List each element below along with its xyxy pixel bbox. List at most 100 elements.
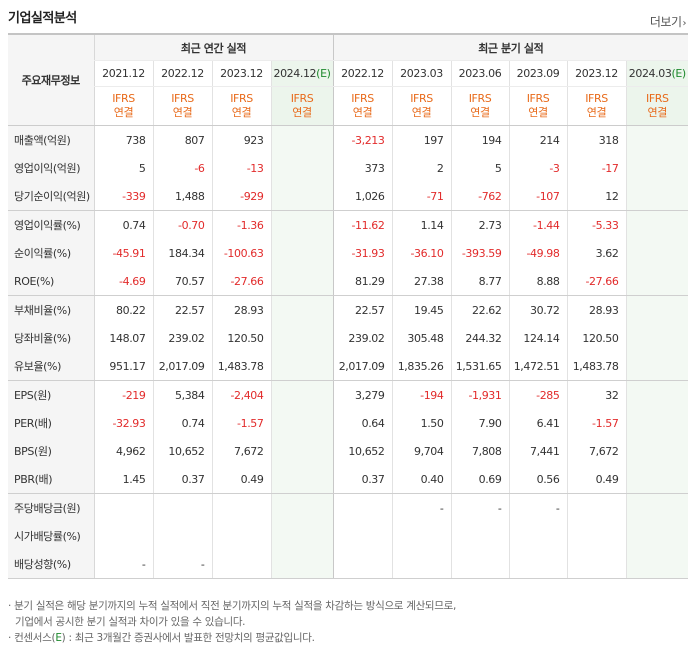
value-cell: 2 (391, 154, 451, 182)
value-cell: 9,704 (391, 437, 451, 465)
value-cell (450, 550, 509, 579)
value-cell (625, 324, 689, 352)
more-link[interactable]: 더보기› (650, 13, 687, 30)
value-cell: -3,213 (332, 125, 392, 154)
ifrs-label: IFRS (585, 92, 608, 105)
value-cell: -27.66 (566, 267, 626, 296)
value-cell: 0.69 (450, 465, 509, 494)
table-row: 순이익률(%) -45.91 184.34 -100.63 -31.93 -36.10 -3… (8, 239, 689, 267)
value-cell (211, 493, 271, 522)
value-cell: 124.14 (508, 324, 567, 352)
value-cell: 5 (450, 154, 509, 182)
value-cell: 2,017.09 (152, 352, 212, 381)
section-title: 기업실적분석 (8, 11, 77, 26)
period-label: 2023.06 (458, 67, 502, 80)
value-cell: -6 (152, 154, 212, 182)
annual-ifrs-2: IFRS 연결 (211, 86, 271, 126)
annual-period-3: 2024.12(E) (270, 60, 333, 87)
ifrs-label: IFRS (290, 92, 314, 105)
value-cell: 22.57 (332, 295, 392, 324)
value-cell (508, 550, 567, 579)
consolidated-label: 연결 (647, 106, 668, 119)
header-group-row: 주요재무정보 최근 연간 실적 최근 분기 실적 (8, 33, 689, 126)
quarter-period-0: 2022.12 (332, 60, 392, 87)
value-cell: -762 (450, 182, 509, 211)
value-cell: 19.45 (391, 295, 451, 324)
ifrs-label: IFRS (410, 92, 433, 105)
value-cell: 81.29 (332, 267, 392, 296)
value-cell (93, 493, 153, 522)
consolidated-label: 연결 (470, 106, 490, 119)
value-cell: 0.49 (211, 465, 271, 494)
consolidated-label: 연결 (411, 106, 432, 119)
value-cell: -1.57 (211, 409, 271, 437)
value-cell: 0.64 (332, 409, 392, 437)
value-cell: -1.36 (211, 210, 271, 239)
value-cell: 22.62 (450, 295, 509, 324)
table-row: 당기순이익(억원) -339 1,488 -929 1,026 -71 -762 -107 12 (8, 182, 689, 211)
value-cell: 120.50 (566, 324, 626, 352)
value-cell: 0.56 (508, 465, 567, 494)
value-cell: 0.49 (566, 465, 626, 494)
value-cell (625, 295, 689, 324)
chevron-right-icon: › (682, 18, 687, 29)
value-cell (566, 522, 626, 550)
table-row: 주당배당금(원) - - - (8, 493, 689, 522)
value-cell: 373 (332, 154, 392, 182)
row-label: 당좌비율(%) (8, 324, 94, 352)
consolidated-label: 연결 (113, 106, 134, 119)
value-cell (566, 493, 626, 522)
quarter-ifrs-0: IFRS 연결 (332, 86, 392, 126)
value-cell: -339 (93, 182, 153, 211)
table-row: 유보율(%) 951.17 2,017.09 1,483.78 2,017.09 1,83… (8, 352, 689, 381)
value-cell: 32 (566, 380, 626, 409)
table-body: 매출액(억원) 738 807 923 -3,213 197 194 214 318 영업이익(억… (8, 125, 689, 579)
value-cell: 5,384 (152, 380, 212, 409)
quarter-ifrs-5: IFRS 연결 (625, 86, 689, 126)
quarter-period-2: 2023.06 (450, 60, 509, 87)
value-cell (270, 267, 333, 296)
quarter-group-header: 최근 분기 실적 (332, 33, 689, 61)
value-cell: 197 (391, 125, 451, 154)
value-cell (270, 493, 333, 522)
value-cell: 214 (508, 125, 567, 154)
period-label: 2024.03 (628, 67, 672, 80)
row-label: 당기순이익(억원) (8, 182, 94, 211)
quarter-period-1: 2023.03 (391, 60, 451, 87)
value-cell (625, 239, 689, 267)
value-cell: 12 (566, 182, 626, 211)
quarter-ifrs-2: IFRS 연결 (450, 86, 509, 126)
value-cell: 318 (566, 125, 626, 154)
value-cell: -3 (508, 154, 567, 182)
annual-ifrs-0: IFRS 연결 (93, 86, 153, 126)
value-cell: - (391, 493, 451, 522)
annual-group-header: 최근 연간 실적 (93, 33, 333, 61)
value-cell: 923 (211, 125, 271, 154)
table-row: PER(배) -32.93 0.74 -1.57 0.64 1.50 7.90 6.41 -1.… (8, 409, 689, 437)
value-cell: -1.44 (508, 210, 567, 239)
value-cell (332, 550, 392, 579)
quarter-period-3: 2023.09 (508, 60, 567, 87)
value-cell (270, 125, 333, 154)
consolidated-label: 연결 (172, 106, 193, 119)
value-cell: -1.57 (566, 409, 626, 437)
quarter-ifrs-1: IFRS 연결 (391, 86, 451, 126)
value-cell: 7,441 (508, 437, 567, 465)
value-cell: 0.40 (391, 465, 451, 494)
period-label: 2021.12 (102, 67, 145, 80)
ifrs-label: IFRS (526, 92, 550, 105)
value-cell (625, 465, 689, 494)
value-cell (270, 154, 333, 182)
value-cell: -2,404 (211, 380, 271, 409)
value-cell (152, 493, 212, 522)
financial-summary-table: 주요재무정보 최근 연간 실적 최근 분기 실적 2021.12 2022.12 2… (8, 33, 689, 579)
value-cell (625, 550, 689, 579)
value-cell: -219 (93, 380, 153, 409)
value-cell: 244.32 (450, 324, 509, 352)
value-cell: 2.73 (450, 210, 509, 239)
value-cell: -27.66 (211, 267, 271, 296)
value-cell (270, 409, 333, 437)
table-row: 배당성향(%) - - (8, 550, 689, 579)
period-label: 2023.03 (400, 67, 443, 80)
ifrs-label: IFRS (230, 92, 253, 105)
